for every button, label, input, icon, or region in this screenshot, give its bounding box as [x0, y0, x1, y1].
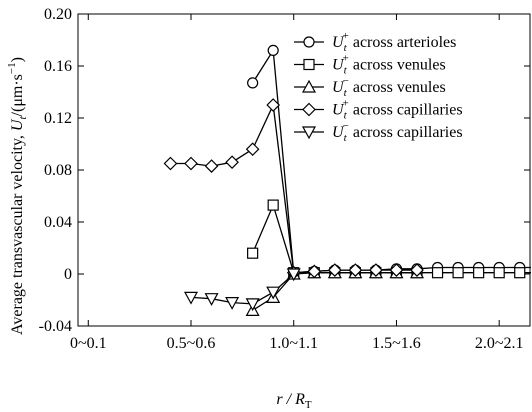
- axes: -0.04 0 0.04 0.08 0.12 0.16 0.20 0~0.1 0.5~0.6 1.…: [39, 6, 531, 352]
- data-point-square: [473, 267, 485, 279]
- legend-marker-triangle-up: [301, 79, 317, 93]
- legend-marker-square: [303, 58, 315, 71]
- data-point-square: [514, 267, 526, 279]
- x-tick-label: 1.0~1.1: [269, 335, 318, 352]
- y-tick-label: 0.16: [44, 58, 72, 75]
- data-point-diamond: [369, 263, 383, 277]
- legend-marker-diamond: [302, 102, 316, 117]
- legend-label: Ut+ across capillaries: [332, 98, 463, 122]
- data-point-triangle-down: [286, 268, 301, 282]
- data-point-diamond: [389, 263, 404, 277]
- data-point-triangle-down: [245, 298, 260, 312]
- x-tick-label: 0~0.1: [70, 335, 107, 352]
- data-point-square: [267, 199, 279, 211]
- data-point-diamond: [327, 263, 342, 277]
- y-tick-label: 0: [64, 266, 72, 283]
- y-tick-label: 0.12: [44, 110, 72, 127]
- data-point-triangle-down: [183, 291, 199, 305]
- legend-label: Ut+ across arterioles: [332, 30, 456, 54]
- x-tick-label: 1.5~1.6: [372, 335, 421, 352]
- legend-label: Ut+ across venules: [332, 53, 446, 77]
- data-point-square: [493, 267, 505, 279]
- data-point-diamond: [163, 156, 178, 171]
- series-diamond: [163, 98, 424, 280]
- x-tick-label: 0.5~0.6: [167, 335, 216, 352]
- data-point-diamond: [307, 264, 322, 279]
- data-point-diamond: [225, 155, 239, 170]
- legend-marker-triangle-down: [301, 126, 317, 140]
- series-line: [252, 203, 531, 274]
- y-axis-title: Average transvascular velocity, Ut/(μm·s…: [6, 57, 29, 335]
- y-tick-label: 0.20: [44, 6, 72, 23]
- series-triangle-down: [183, 268, 301, 312]
- data-point-diamond: [266, 98, 281, 112]
- series-group: [163, 44, 531, 316]
- data-point-circle: [247, 77, 259, 89]
- data-point-triangle-down: [204, 293, 219, 306]
- data-point-diamond: [410, 263, 424, 277]
- legend-marker-circle: [303, 36, 315, 48]
- data-point-triangle-down: [266, 286, 281, 300]
- y-tick-label: 0.08: [44, 162, 72, 179]
- y-tick-label: -0.04: [39, 318, 72, 335]
- legend-label: Ut− across venules: [332, 75, 446, 99]
- data-point-square: [247, 247, 259, 259]
- data-point-square: [452, 267, 464, 279]
- data-point-circle: [267, 44, 279, 57]
- data-point-triangle-down: [225, 297, 240, 310]
- data-point-diamond: [348, 263, 363, 277]
- x-axis-title: r / RT: [276, 391, 311, 411]
- x-tick-label: 2.0~2.1: [475, 335, 524, 352]
- y-tick-label: 0.04: [44, 214, 72, 231]
- legend-label: Ut− across capillaries: [332, 120, 463, 144]
- data-point-diamond: [184, 156, 198, 171]
- data-point-diamond: [204, 159, 219, 173]
- data-point-square: [431, 267, 444, 279]
- data-point-diamond: [245, 142, 260, 157]
